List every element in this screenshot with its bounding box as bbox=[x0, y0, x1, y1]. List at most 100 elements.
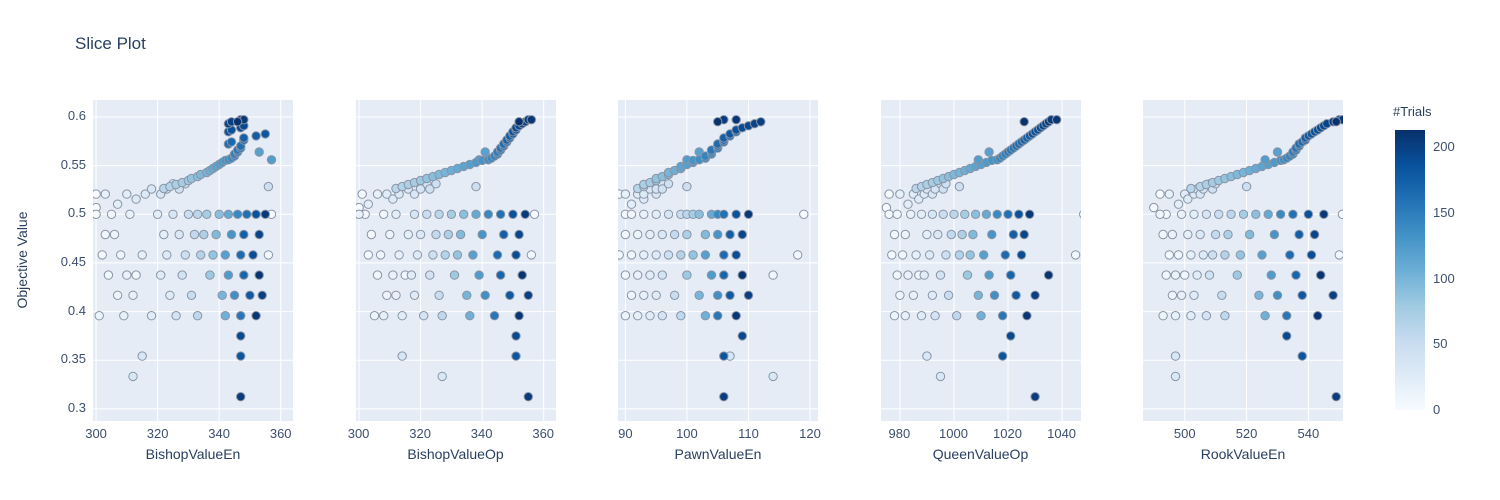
scatter-point[interactable] bbox=[155, 270, 166, 280]
scatter-point[interactable] bbox=[669, 229, 680, 240]
scatter-point[interactable] bbox=[1201, 209, 1212, 220]
scatter-point[interactable] bbox=[731, 311, 741, 321]
scatter-point[interactable] bbox=[1016, 250, 1026, 260]
scatter-point[interactable] bbox=[992, 209, 1002, 220]
scatter-point[interactable] bbox=[910, 250, 921, 260]
scatter-point[interactable] bbox=[688, 250, 698, 260]
scatter-point[interactable] bbox=[137, 351, 147, 361]
scatter-point[interactable] bbox=[470, 209, 481, 220]
scatter-point[interactable] bbox=[266, 155, 277, 165]
scatter-point[interactable] bbox=[146, 311, 157, 321]
scatter-point[interactable] bbox=[1186, 183, 1196, 194]
scatter-point[interactable] bbox=[737, 270, 748, 280]
scatter-point[interactable] bbox=[1019, 117, 1029, 127]
scatter-point[interactable] bbox=[205, 270, 215, 280]
scatter-point[interactable] bbox=[523, 392, 533, 402]
scatter-point[interactable] bbox=[421, 209, 432, 220]
scatter-point[interactable] bbox=[232, 209, 243, 220]
scatter-point[interactable] bbox=[694, 209, 704, 220]
plot-area[interactable] bbox=[880, 100, 1081, 421]
scatter-point[interactable] bbox=[1029, 392, 1040, 402]
scatter-point[interactable] bbox=[208, 250, 218, 260]
scatter-point[interactable] bbox=[122, 270, 132, 280]
scatter-point[interactable] bbox=[437, 371, 447, 382]
scatter-point[interactable] bbox=[1000, 250, 1010, 260]
scatter-point[interactable] bbox=[372, 270, 382, 280]
scatter-point[interactable] bbox=[1260, 311, 1270, 321]
scatter-point[interactable] bbox=[1331, 117, 1341, 127]
scatter-point[interactable] bbox=[645, 311, 655, 321]
scatter-point[interactable] bbox=[1337, 209, 1343, 219]
scatter-point[interactable] bbox=[390, 290, 401, 301]
scatter-point[interactable] bbox=[260, 209, 271, 220]
scatter-point[interactable] bbox=[526, 115, 536, 125]
scatter-point[interactable] bbox=[1263, 209, 1273, 220]
scatter-point[interactable] bbox=[412, 250, 422, 260]
scatter-point[interactable] bbox=[226, 137, 237, 147]
scatter-point[interactable] bbox=[967, 229, 978, 240]
scatter-point[interactable] bbox=[211, 229, 221, 240]
scatter-point[interactable] bbox=[523, 290, 533, 301]
scatter-point[interactable] bbox=[620, 270, 631, 280]
scatter-point[interactable] bbox=[165, 290, 175, 301]
scatter-point[interactable] bbox=[1217, 290, 1227, 301]
scatter-point[interactable] bbox=[1183, 194, 1193, 204]
scatter-point[interactable] bbox=[94, 311, 104, 321]
scatter-point[interactable] bbox=[1316, 270, 1326, 280]
scatter-point[interactable] bbox=[409, 189, 419, 199]
scatter-point[interactable] bbox=[986, 229, 997, 240]
scatter-point[interactable] bbox=[1155, 189, 1165, 199]
scatter-point[interactable] bbox=[719, 250, 729, 260]
scatter-point[interactable] bbox=[1021, 311, 1032, 321]
scatter-point[interactable] bbox=[1013, 209, 1024, 220]
scatter-point[interactable] bbox=[137, 250, 147, 260]
scatter-point[interactable] bbox=[254, 147, 264, 157]
scatter-point[interactable] bbox=[943, 290, 953, 301]
scatter-point[interactable] bbox=[427, 250, 438, 260]
scatter-point[interactable] bbox=[725, 290, 735, 301]
plot-area[interactable] bbox=[618, 100, 818, 421]
scatter-point[interactable] bbox=[128, 290, 138, 301]
scatter-point[interactable] bbox=[177, 270, 187, 280]
scatter-point[interactable] bbox=[743, 290, 754, 301]
scatter-point[interactable] bbox=[965, 250, 975, 260]
scatter-point[interactable] bbox=[1008, 229, 1018, 240]
scatter-point[interactable] bbox=[1180, 270, 1190, 280]
scatter-point[interactable] bbox=[1161, 270, 1171, 280]
plot-area[interactable] bbox=[93, 100, 293, 421]
scatter-point[interactable] bbox=[397, 311, 407, 321]
scatter-point[interactable] bbox=[731, 115, 741, 125]
scatter-point[interactable] bbox=[946, 229, 956, 240]
scatter-point[interactable] bbox=[263, 250, 274, 260]
scatter-point[interactable] bbox=[700, 229, 711, 240]
scatter-point[interactable] bbox=[223, 209, 234, 220]
scatter-point[interactable] bbox=[1078, 210, 1081, 219]
scatter-point[interactable] bbox=[510, 250, 521, 260]
scatter-point[interactable] bbox=[676, 250, 686, 260]
scatter-point[interactable] bbox=[1257, 250, 1267, 260]
scatter-point[interactable] bbox=[1288, 209, 1298, 220]
scatter-point[interactable] bbox=[217, 290, 227, 301]
scatter-point[interactable] bbox=[1272, 290, 1283, 301]
scatter-point[interactable] bbox=[461, 290, 472, 301]
scatter-point[interactable] bbox=[369, 311, 379, 321]
scatter-point[interactable] bbox=[916, 311, 926, 321]
scatter-point[interactable] bbox=[1158, 229, 1168, 240]
scatter-point[interactable] bbox=[446, 209, 456, 220]
scatter-point[interactable] bbox=[239, 270, 249, 280]
scatter-point[interactable] bbox=[1170, 351, 1181, 361]
scatter-point[interactable] bbox=[260, 129, 271, 139]
scatter-point[interactable] bbox=[719, 351, 729, 361]
scatter-point[interactable] bbox=[199, 229, 209, 240]
scatter-point[interactable] bbox=[449, 270, 459, 280]
scatter-point[interactable] bbox=[162, 250, 172, 260]
scatter-point[interactable] bbox=[232, 117, 243, 127]
plot-area[interactable] bbox=[1143, 100, 1343, 421]
scatter-point[interactable] bbox=[639, 250, 649, 260]
scatter-point[interactable] bbox=[978, 250, 988, 260]
scatter-point[interactable] bbox=[387, 194, 398, 204]
scatter-point[interactable] bbox=[366, 229, 376, 240]
scatter-point[interactable] bbox=[409, 209, 419, 220]
scatter-point[interactable] bbox=[1164, 189, 1174, 199]
scatter-point[interactable] bbox=[663, 179, 674, 189]
